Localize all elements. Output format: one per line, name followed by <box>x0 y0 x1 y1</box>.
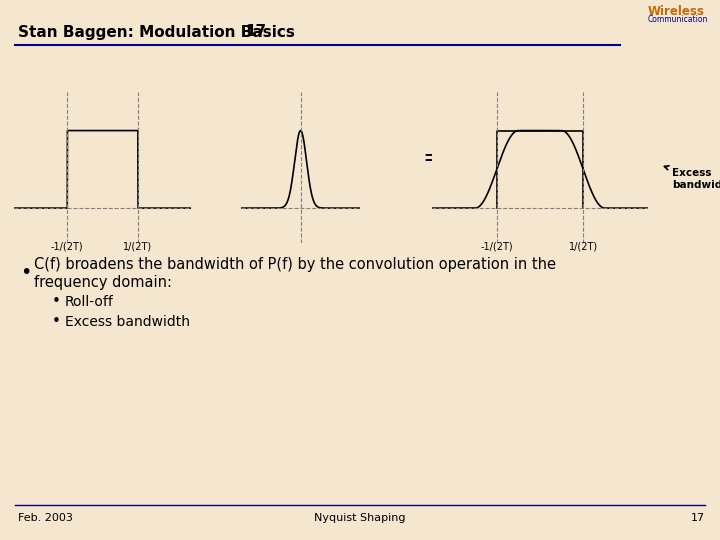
Text: Excess bandwidth: Excess bandwidth <box>65 315 190 329</box>
Text: *: * <box>242 146 254 170</box>
Text: Roll-off: Roll-off <box>65 295 114 309</box>
Text: Feb. 2003: Feb. 2003 <box>18 513 73 523</box>
Text: =: = <box>423 146 444 170</box>
Text: •: • <box>20 262 32 281</box>
Text: C(f) broadens the bandwidth of P(f) by the convolution operation in the: C(f) broadens the bandwidth of P(f) by t… <box>34 258 556 273</box>
Text: Stan Baggen: Modulation Basics: Stan Baggen: Modulation Basics <box>18 24 295 39</box>
Text: •: • <box>52 314 61 329</box>
Text: 1/(2T): 1/(2T) <box>123 241 153 252</box>
Text: -1/(2T): -1/(2T) <box>51 241 84 252</box>
Text: 1/(2T): 1/(2T) <box>569 241 598 252</box>
Text: •: • <box>52 294 61 309</box>
Text: Wireless: Wireless <box>648 5 705 18</box>
Text: Nyquist Shaping: Nyquist Shaping <box>314 513 406 523</box>
Text: -1/(2T): -1/(2T) <box>480 241 513 252</box>
Text: frequency domain:: frequency domain: <box>34 274 172 289</box>
Text: 17: 17 <box>691 513 705 523</box>
Text: Excess
bandwidth: Excess bandwidth <box>665 166 720 190</box>
Text: Communication: Communication <box>648 15 708 24</box>
Text: 17: 17 <box>245 24 266 39</box>
Text: Roll-off: Roll-off <box>433 174 477 200</box>
